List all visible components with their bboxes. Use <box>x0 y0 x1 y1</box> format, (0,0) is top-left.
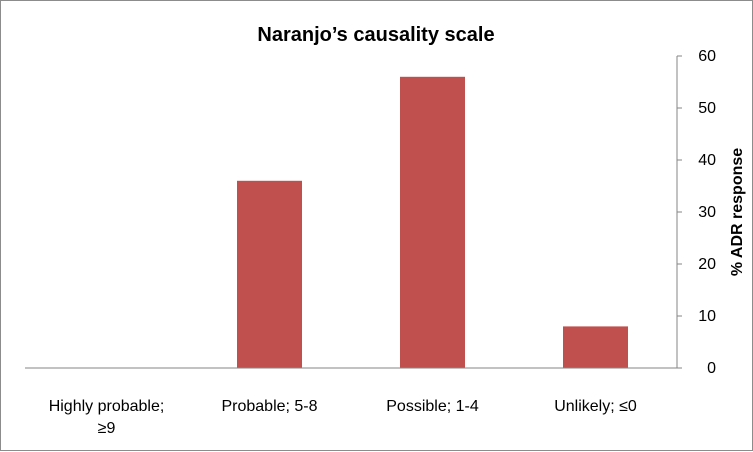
bars-group <box>237 76 628 369</box>
category-labels-group: Highly probable; ≥9 Probable; 5-8 Possible;… <box>49 398 637 437</box>
chart-title: Naranjo’s causality scale <box>257 24 494 46</box>
y-tick-label-50: 50 <box>698 100 716 117</box>
category-label-line: Unlikely; ≤0 <box>554 398 637 415</box>
y-axis-label: % ADR response <box>729 148 746 276</box>
y-tick-label-0: 0 <box>707 360 716 377</box>
category-label-line: Probable; 5-8 <box>221 398 317 415</box>
y-tick-label-60: 60 <box>698 48 716 65</box>
y-tick-label-40: 40 <box>698 152 716 169</box>
category-label-line: ≥9 <box>98 420 116 437</box>
category-label-2: Probable; 5-8 <box>221 398 317 415</box>
bar-3 <box>400 76 465 369</box>
category-label-line: Highly probable; <box>49 398 165 415</box>
category-label-line: Possible; 1-4 <box>386 398 479 415</box>
category-label-3: Possible; 1-4 <box>386 398 479 415</box>
bar-2 <box>237 180 302 368</box>
category-label-4: Unlikely; ≤0 <box>554 398 637 415</box>
y-tick-label-10: 10 <box>698 308 716 325</box>
y-tick-label-30: 30 <box>698 204 716 221</box>
bar-4 <box>563 326 628 368</box>
y-tick-label-20: 20 <box>698 256 716 273</box>
category-label-1: Highly probable; ≥9 <box>49 398 165 437</box>
y-ticks-group: 0 10 20 30 40 50 60 <box>677 48 716 377</box>
